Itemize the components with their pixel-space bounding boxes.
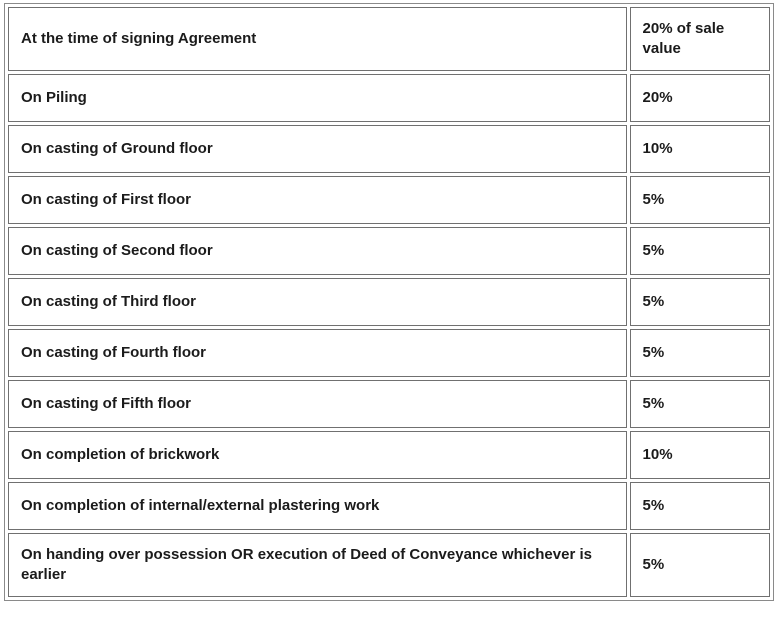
payment-value: 5% (629, 329, 770, 377)
payment-value: 5% (629, 482, 770, 530)
milestone-label: On completion of brickwork (8, 431, 627, 479)
payment-value: 5% (629, 176, 770, 224)
milestone-label: On casting of Third floor (8, 278, 627, 326)
table-row: On completion of internal/external plast… (8, 482, 770, 530)
payment-value: 5% (629, 380, 770, 428)
milestone-label: On Piling (8, 74, 627, 122)
payment-value: 20% (629, 74, 770, 122)
table-row: On casting of Fifth floor 5% (8, 380, 770, 428)
table-row: On handing over possession OR execution … (8, 533, 770, 597)
payment-value: 5% (629, 227, 770, 275)
milestone-label: On handing over possession OR execution … (8, 533, 627, 597)
milestone-label: On casting of Second floor (8, 227, 627, 275)
table-row: On casting of Fourth floor 5% (8, 329, 770, 377)
payment-value: 5% (629, 278, 770, 326)
milestone-label: On casting of Ground floor (8, 125, 627, 173)
table-row: On completion of brickwork 10% (8, 431, 770, 479)
milestone-label: On casting of Fourth floor (8, 329, 627, 377)
payment-schedule-table: At the time of signing Agreement 20% of s… (4, 3, 774, 601)
payment-value: 20% of sale value (629, 7, 770, 71)
payment-value: 10% (629, 125, 770, 173)
table-row: On casting of Second floor 5% (8, 227, 770, 275)
payment-value: 10% (629, 431, 770, 479)
milestone-label: On completion of internal/external plast… (8, 482, 627, 530)
milestone-label: At the time of signing Agreement (8, 7, 627, 71)
payment-value: 5% (629, 533, 770, 597)
table-row: On Piling 20% (8, 74, 770, 122)
milestone-label: On casting of Fifth floor (8, 380, 627, 428)
milestone-label: On casting of First floor (8, 176, 627, 224)
table-row: On casting of First floor 5% (8, 176, 770, 224)
table-row: On casting of Third floor 5% (8, 278, 770, 326)
table-row: On casting of Ground floor 10% (8, 125, 770, 173)
table-body: At the time of signing Agreement 20% of s… (8, 7, 770, 597)
table-row: At the time of signing Agreement 20% of s… (8, 7, 770, 71)
